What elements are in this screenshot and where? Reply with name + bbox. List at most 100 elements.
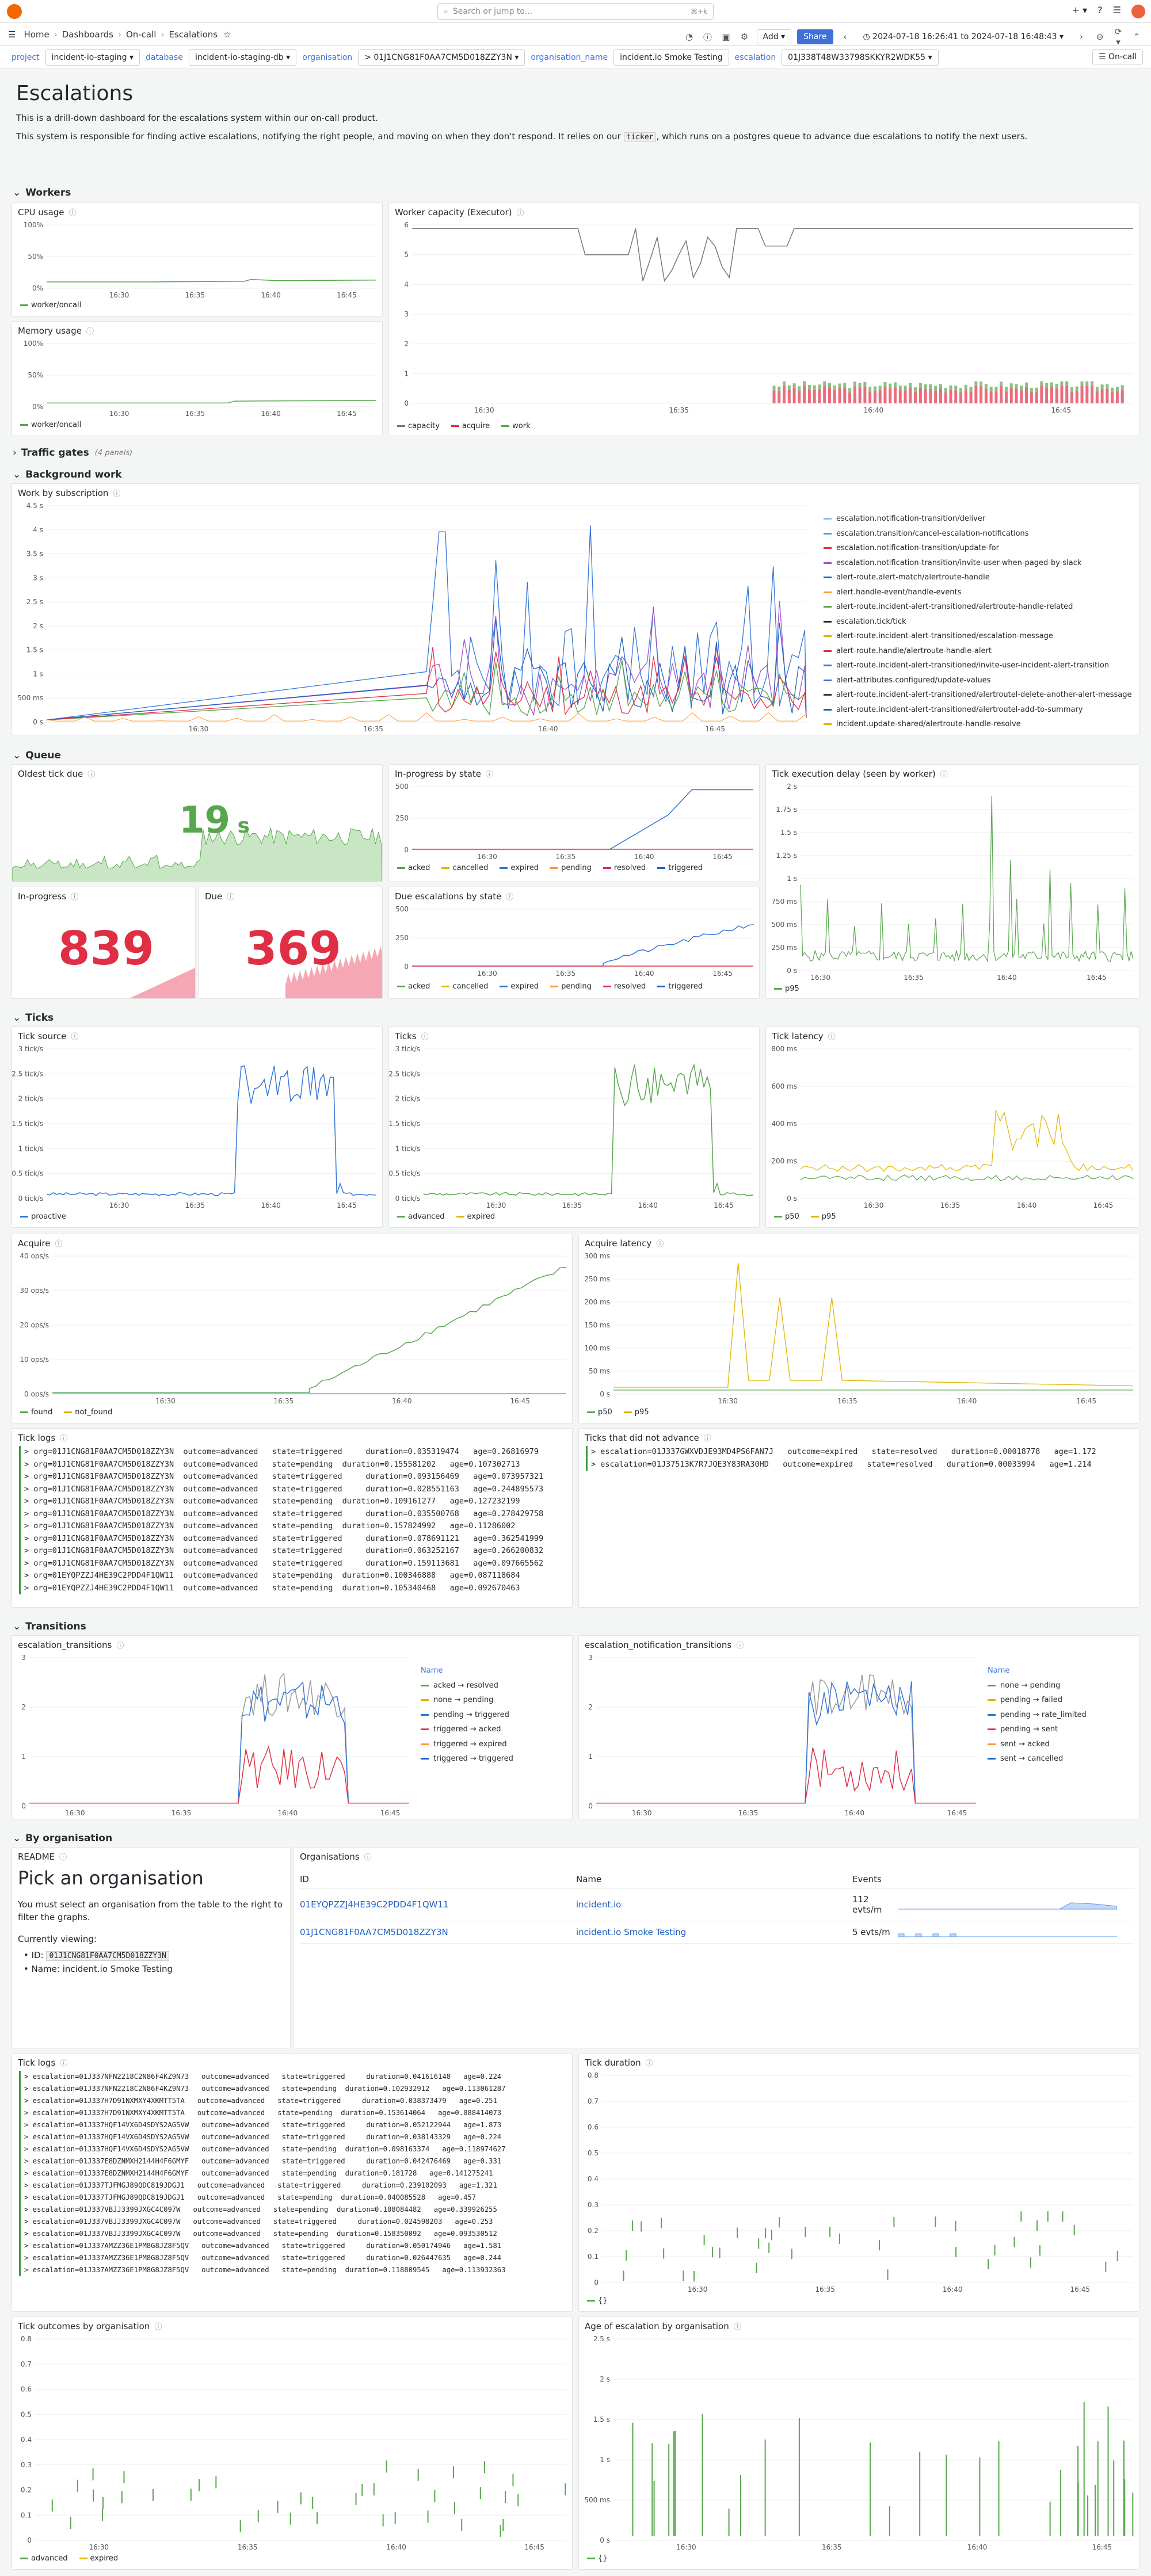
legend-item[interactable]: worker/oncall [20,421,81,429]
panel-title[interactable]: Organisations ⓘ [294,1848,1139,1864]
log-line[interactable]: > escalation=01J337NFN2218C2N86F4KZ9N73 … [19,2083,565,2095]
org-id-link[interactable]: 01J1CNG81F0AA7CM5D018ZZY3N [300,1927,448,1937]
var-select-organisation[interactable]: > 01J1CNG81F0AA7CM5D018ZZY3N ▾ [358,49,525,66]
log-line[interactable]: > org=01J1CNG81F0AA7CM5D018ZZY3N outcome… [19,1545,565,1558]
breadcrumb-home[interactable]: Home [24,29,49,40]
panel-title[interactable]: Tick execution delay (seen by worker) ⓘ [766,765,1139,781]
legend-item[interactable]: sent → cancelled [988,1751,1087,1766]
info-icon[interactable]: ⓘ [506,893,514,902]
log-line[interactable]: > escalation=01J337E8DZNMXH2144H4F6GMYF … [19,2167,565,2180]
column-header[interactable]: Name [576,1874,602,1884]
legend-item[interactable]: none → pending [988,1678,1087,1693]
panel-title[interactable]: Tick outcomes by organisation ⓘ [12,2317,572,2333]
var-select-project[interactable]: incident-io-staging ▾ [45,49,140,66]
log-line[interactable]: > escalation=01J337AMZZ36E1PM8G8JZ8F5QV … [19,2264,565,2276]
panel-title[interactable]: Tick duration ⓘ [579,2054,1139,2070]
var-input-organisation-name[interactable]: incident.io Smoke Testing [613,49,729,66]
panel-title[interactable]: Due escalations by state ⓘ [389,887,759,903]
info-icon[interactable]: ⓘ [113,490,121,498]
row-queue[interactable]: ⌄ Queue [13,747,1141,764]
legend-item[interactable]: alert-route.alert-match/alertroute-handl… [824,570,1134,585]
panel-title[interactable]: CPU usage ⓘ [12,203,382,219]
legend-item[interactable]: proactive [20,1212,66,1221]
legend-item[interactable]: advanced [20,2554,68,2563]
legend-item[interactable]: expired [500,864,539,872]
info-icon[interactable]: ⓘ [656,1240,664,1249]
legend-item[interactable]: p95 [810,1212,836,1221]
org-id-link[interactable]: 01EYQPZZJ4HE39C2PDD4F1QW11 [300,1899,449,1910]
log-line[interactable]: > escalation=01J337VBJJ3399JXGC4C097W ou… [19,2204,565,2216]
log-line[interactable]: > escalation=01J337GWXVDJE93MD4PS6FAN7J … [586,1446,1132,1459]
log-line[interactable]: > org=01EYQPZZJ4HE39C2PDD4F1QW11 outcome… [19,1570,565,1582]
log-line[interactable]: > escalation=01J337HQF14VX6D4SDYS2AG5VW … [19,2143,565,2155]
info-icon[interactable]: ⓘ [828,1033,836,1041]
panel-title[interactable]: In-progress by state ⓘ [389,765,759,781]
zoom-out-icon[interactable]: ⊖ [1096,32,1104,42]
legend-item[interactable]: found [20,1408,52,1417]
log-line[interactable]: > org=01J1CNG81F0AA7CM5D018ZZY3N outcome… [19,1471,565,1483]
time-back-icon[interactable]: ‹ [843,32,847,42]
legend-item[interactable]: alert-route.incident-alert-transitioned/… [824,703,1134,718]
legend-item[interactable]: triggered → expired [421,1737,513,1752]
info-icon[interactable]: ⓘ [86,327,94,336]
info-icon[interactable]: ⓘ [364,1853,372,1862]
row-ticks[interactable]: ⌄ Ticks [13,1009,1141,1026]
panel-title[interactable]: README ⓘ [12,1848,290,1864]
panel-title[interactable]: Tick logs ⓘ [12,2054,572,2070]
legend-item[interactable]: alert-route.handle/alertroute-handle-ale… [824,644,1134,659]
refresh-icon[interactable]: ⟳ ▾ [1114,26,1122,47]
log-line[interactable]: > escalation=01J337VBJJ3399JXGC4C097W ou… [19,2228,565,2240]
legend-item[interactable]: {} [587,2554,608,2563]
panel-title[interactable]: Memory usage ⓘ [12,322,382,338]
bell-icon[interactable]: ◔ [685,32,693,42]
help-icon[interactable]: ? [1097,5,1103,16]
panel-title[interactable]: escalation_notification_transitions ⓘ [579,1636,1139,1652]
info-icon[interactable]: ⓘ [486,770,494,779]
row-transitions[interactable]: ⌄ Transitions [13,1618,1141,1635]
panel-title[interactable]: Ticks that did not advance ⓘ [579,1429,1139,1445]
log-line[interactable]: > escalation=01J337VBJJ3399JXGC4C097W ou… [19,2216,565,2228]
info-icon[interactable]: ⓘ [733,2323,741,2331]
legend-item[interactable]: sent → acked [988,1737,1087,1752]
legend-item[interactable]: alert-attributes.configured/update-value… [824,673,1134,688]
avatar[interactable] [1131,5,1145,18]
add-button[interactable]: Add ▾ [756,29,792,44]
info-icon[interactable]: ⓘ [736,1642,744,1650]
legend-item[interactable]: capacity [397,422,440,430]
legend-item[interactable]: expired [79,2554,118,2563]
legend-item[interactable]: triggered → triggered [421,1751,513,1766]
info-icon[interactable]: ⓘ [71,1033,79,1041]
insights-icon[interactable]: ⓘ [703,32,712,43]
info-icon[interactable]: ⓘ [68,209,77,217]
log-line[interactable]: > escalation=01J337H7D91NXMXY4XKMTT5TA o… [19,2095,565,2107]
log-line[interactable]: > escalation=01J337AMZZ36E1PM8G8JZ8F5QV … [19,2252,565,2264]
legend-item[interactable]: alert-route.incident-alert-transitioned/… [824,629,1134,644]
panel-title[interactable]: Acquire latency ⓘ [579,1234,1139,1250]
breadcrumb-oncall[interactable]: On-call [125,29,157,40]
collapse-icon[interactable]: ⌃ [1133,32,1141,42]
panel-title[interactable]: Oldest tick due ⓘ [12,765,382,781]
info-icon[interactable]: ⓘ [55,1240,63,1249]
legend-item[interactable]: triggered [657,982,703,991]
save-icon[interactable]: ▣ [722,32,730,42]
legend-item[interactable]: p95 [623,1408,649,1417]
log-line[interactable]: > escalation=01J337AMZZ36E1PM8G8JZ8F5QV … [19,2240,565,2252]
legend-item[interactable]: advanced [397,1212,445,1221]
grafana-logo-icon[interactable] [7,3,22,19]
legend-item[interactable]: pending → sent [988,1722,1087,1737]
info-icon[interactable]: ⓘ [154,2323,162,2331]
row-workers[interactable]: ⌄ Workers [13,184,1141,201]
legend-item[interactable]: not_found [64,1408,112,1417]
legend-item[interactable]: worker/oncall [20,301,81,310]
info-icon[interactable]: ⓘ [59,1853,67,1862]
log-line[interactable]: > org=01EYQPZZJ4HE39C2PDD4F1QW11 outcome… [19,1582,565,1594]
legend-item[interactable]: acked → resolved [421,1678,513,1693]
legend-item[interactable]: alert-route.incident-alert-transitioned/… [824,658,1134,673]
legend-item[interactable]: pending [550,864,592,872]
log-line[interactable]: > escalation=01J337TJFMGJ89QDC819JDGJ1 o… [19,2180,565,2192]
legend-item[interactable]: escalation.notification-transition/updat… [824,541,1134,556]
oncall-link-button[interactable]: ☰ On-call [1092,49,1143,64]
legend-item[interactable]: acquire [451,422,490,430]
info-icon[interactable]: ⓘ [421,1033,429,1041]
share-button[interactable]: Share [797,29,833,44]
